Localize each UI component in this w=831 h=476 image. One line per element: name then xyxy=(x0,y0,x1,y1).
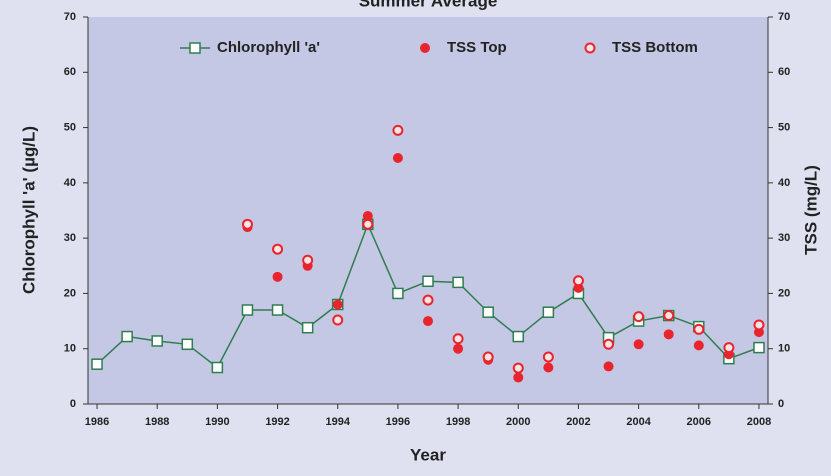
x-tick-label: 1990 xyxy=(205,416,229,428)
y2-tick-label: 30 xyxy=(778,232,790,244)
data-point xyxy=(272,243,284,255)
data-point xyxy=(633,339,644,350)
data-point xyxy=(452,333,464,345)
x-tick-label: 2008 xyxy=(747,416,771,428)
data-point xyxy=(693,323,705,335)
x-tick-label: 1994 xyxy=(325,416,350,428)
y-tick-label: 10 xyxy=(64,343,76,355)
x-tick-label: 2000 xyxy=(506,416,530,428)
y2-tick-label: 10 xyxy=(778,343,790,355)
data-point xyxy=(542,306,555,318)
y-tick-label: 30 xyxy=(64,232,76,244)
x-tick-label: 1988 xyxy=(145,416,169,428)
x-tick-label: 1986 xyxy=(85,416,109,428)
x-tick-label: 2004 xyxy=(626,416,651,428)
y-tick-label: 20 xyxy=(64,287,76,299)
data-point xyxy=(332,314,344,326)
data-point xyxy=(271,304,284,316)
data-point xyxy=(151,335,163,347)
data-point xyxy=(453,343,464,354)
data-point xyxy=(241,218,253,230)
data-point xyxy=(422,275,434,288)
x-tick-label: 2002 xyxy=(566,416,590,428)
y2-axis-label: TSS (mg/L) xyxy=(801,165,820,255)
data-point xyxy=(211,361,224,374)
y-tick-label: 0 xyxy=(70,398,76,410)
data-point xyxy=(512,362,524,374)
data-point xyxy=(362,218,374,230)
y2-tick-label: 60 xyxy=(778,66,790,78)
data-point xyxy=(513,372,524,383)
data-point xyxy=(693,340,704,351)
data-point xyxy=(663,310,675,322)
y-tick-label: 70 xyxy=(64,11,76,23)
data-point xyxy=(572,275,584,287)
data-point xyxy=(422,294,434,306)
data-point xyxy=(332,299,343,310)
data-point xyxy=(392,124,404,136)
data-point xyxy=(542,351,554,363)
plot-area xyxy=(88,17,768,404)
data-point xyxy=(603,361,614,372)
data-point xyxy=(723,342,735,354)
data-point xyxy=(121,330,133,343)
legend-label: TSS Bottom xyxy=(612,39,698,56)
x-tick-label: 1996 xyxy=(386,416,410,428)
x-tick-label: 2006 xyxy=(687,416,711,428)
legend-label: TSS Top xyxy=(447,39,507,56)
data-point xyxy=(512,330,525,343)
x-tick-label: 1992 xyxy=(265,416,289,428)
data-point xyxy=(91,358,103,370)
y-axis-label: Chlorophyll 'a' (µg/L) xyxy=(19,126,38,294)
data-point xyxy=(663,329,674,340)
data-point xyxy=(181,338,194,351)
legend-marker xyxy=(189,42,201,54)
data-point xyxy=(753,319,765,331)
legend-label: Chlorophyll 'a' xyxy=(217,39,320,56)
y-tick-label: 60 xyxy=(64,66,76,78)
data-point xyxy=(452,276,464,289)
data-point xyxy=(753,341,765,354)
x-axis-label: Year xyxy=(410,445,446,464)
data-point xyxy=(543,362,554,373)
data-point xyxy=(392,287,404,300)
data-point xyxy=(482,306,494,318)
data-point xyxy=(482,351,494,363)
legend-marker xyxy=(584,42,596,54)
data-point xyxy=(362,211,373,222)
data-point xyxy=(302,254,314,266)
y-tick-label: 50 xyxy=(64,121,76,133)
x-tick-label: 1998 xyxy=(446,416,470,428)
y2-tick-label: 50 xyxy=(778,121,790,133)
y2-tick-label: 20 xyxy=(778,287,790,299)
y-tick-label: 40 xyxy=(64,177,76,189)
data-point xyxy=(633,311,645,323)
y2-tick-label: 0 xyxy=(778,398,784,410)
data-point xyxy=(423,316,433,327)
chart-title: Summer Average xyxy=(359,0,498,10)
data-point xyxy=(301,321,314,334)
legend-marker xyxy=(420,43,430,53)
data-point xyxy=(603,338,615,350)
data-point xyxy=(241,304,254,316)
y2-tick-label: 40 xyxy=(778,177,790,189)
y2-tick-label: 70 xyxy=(778,11,790,23)
data-point xyxy=(272,271,283,282)
data-point xyxy=(392,152,403,163)
